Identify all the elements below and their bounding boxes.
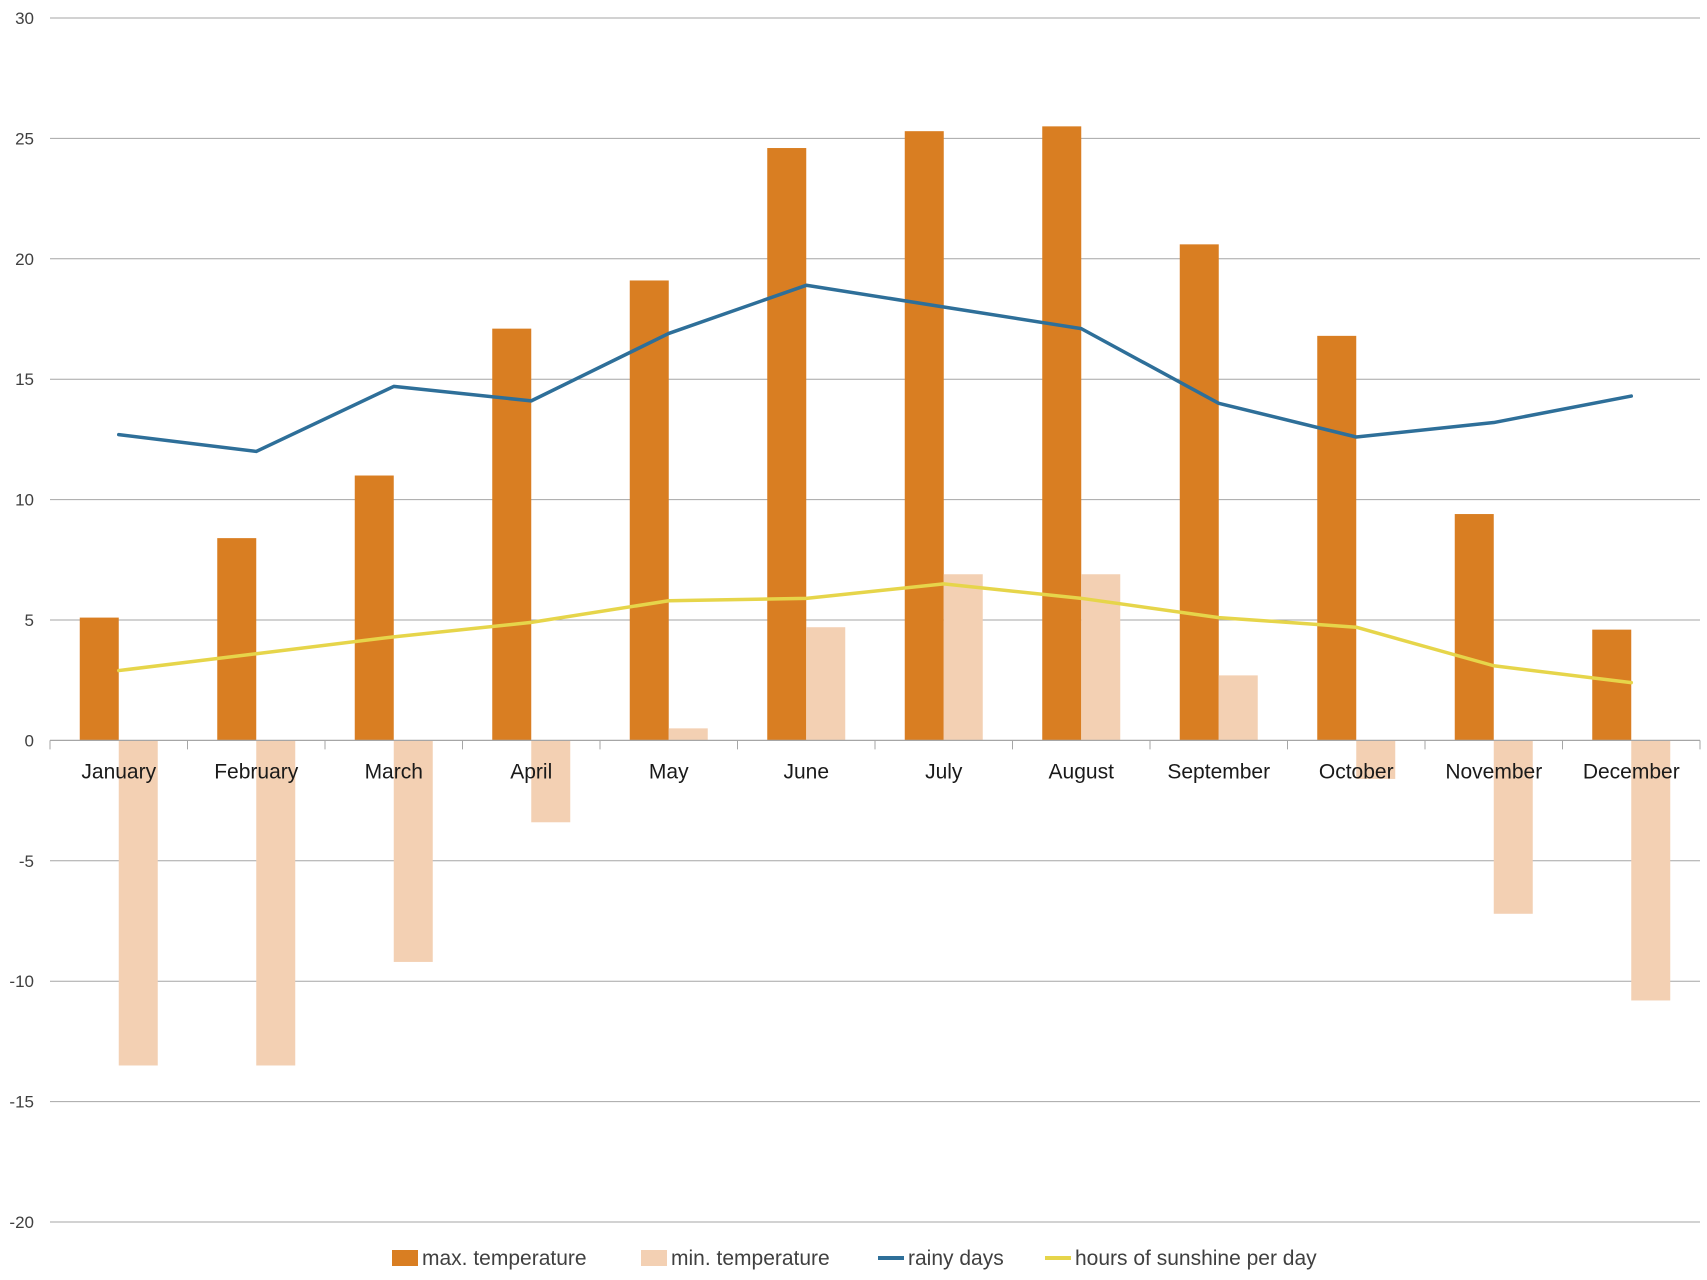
max-temperature-bar (79, 617, 119, 741)
min-temperature-bar (668, 728, 708, 741)
y-tick-label: -10 (9, 972, 34, 991)
legend-label: max. temperature (422, 1247, 587, 1270)
category-label: March (365, 760, 423, 783)
max-temperature-bar (904, 131, 944, 741)
y-tick-label: -15 (9, 1093, 34, 1112)
category-label: September (1167, 760, 1270, 783)
legend-label: hours of sunshine per day (1075, 1247, 1317, 1270)
y-tick-label: 20 (15, 250, 34, 269)
max-temperature-bar (217, 538, 257, 741)
category-label: January (81, 760, 156, 783)
max-temperature-bar (1317, 335, 1357, 741)
min-temperature-bar (256, 740, 296, 1066)
rainy-days-line (117, 283, 1633, 454)
min-temperature-bar (1631, 740, 1671, 1001)
y-tick-label: 0 (25, 731, 34, 750)
min-temperature-bar (1218, 675, 1258, 741)
gridlines (50, 17, 1700, 1223)
category-label: May (649, 760, 689, 783)
max-temperature-bar (1454, 514, 1494, 741)
category-label: February (214, 760, 299, 783)
y-tick-label: -20 (9, 1213, 34, 1232)
max-temperature-bar (767, 148, 807, 741)
min-temperature-bar (943, 574, 983, 741)
min-temperature-bar (1356, 740, 1396, 779)
min-temperature-bar (393, 740, 433, 962)
y-tick-label: 30 (15, 9, 34, 28)
y-tick-label: 10 (15, 491, 34, 510)
legend-label: rainy days (908, 1247, 1004, 1270)
max-temperature-bar (492, 328, 532, 741)
category-label: June (783, 760, 829, 783)
min-temperature-bar (1493, 740, 1533, 914)
max-temperature-bar (1042, 126, 1082, 741)
min-temperature-bar (531, 740, 571, 823)
category-label: April (510, 760, 552, 783)
min-temperature-bar (118, 740, 158, 1066)
y-tick-label: 15 (15, 370, 34, 389)
y-tick-label: -5 (19, 852, 34, 871)
lines (117, 283, 1633, 685)
min-temperature-bar (806, 627, 846, 741)
legend-swatch (641, 1250, 667, 1266)
max-temperature-bar (1592, 629, 1632, 741)
y-tick-label: 25 (15, 129, 34, 148)
max-temperature-bar (629, 280, 669, 741)
category-label: December (1583, 760, 1680, 783)
legend-label: min. temperature (671, 1247, 830, 1270)
legend: max. temperature min. temperature rainy da… (392, 1247, 1317, 1270)
max-temperature-bar (1179, 244, 1219, 741)
x-axis (49, 739, 1701, 750)
y-tick-label: 5 (25, 611, 34, 630)
max-temperature-bar (354, 475, 394, 741)
y-axis-ticks: 30 25 20 15 10 5 0 -5 -10 -15 -20 (9, 9, 34, 1232)
category-label: October (1319, 760, 1394, 783)
category-label: July (925, 760, 963, 783)
sunshine-hours-line (117, 582, 1633, 685)
bars (79, 126, 1671, 1066)
legend-swatch (392, 1250, 418, 1266)
category-label: November (1445, 760, 1542, 783)
category-label: August (1049, 760, 1115, 783)
category-labels: January February March April May June July Augu… (81, 760, 1679, 783)
